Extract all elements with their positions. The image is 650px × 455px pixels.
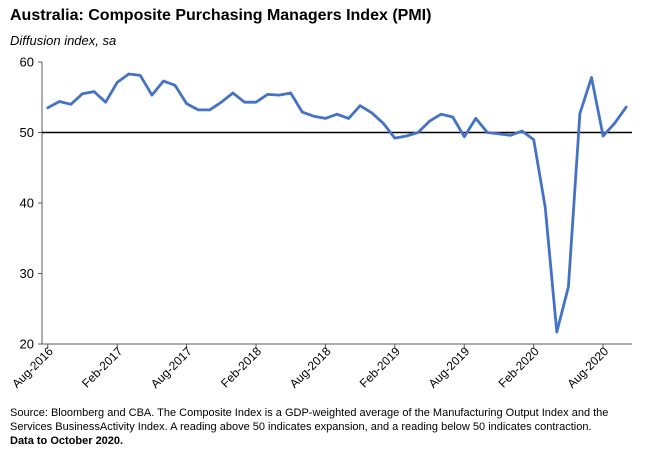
x-tick-label: Aug-2017 bbox=[148, 344, 195, 391]
data-point bbox=[185, 102, 188, 105]
data-point bbox=[150, 93, 154, 97]
data-point bbox=[92, 90, 96, 93]
chart-title: Australia: Composite Purchasing Managers… bbox=[10, 7, 432, 24]
data-point bbox=[127, 72, 130, 76]
x-tick-label: Aug-2020 bbox=[564, 344, 611, 391]
data-point bbox=[497, 132, 501, 136]
data-point bbox=[46, 106, 49, 110]
data-point bbox=[139, 74, 142, 77]
data-point bbox=[463, 135, 466, 138]
data-point bbox=[601, 134, 605, 138]
data-point bbox=[555, 330, 558, 334]
data-point bbox=[590, 76, 593, 79]
y-tick-label: 40 bbox=[20, 196, 34, 211]
data-point bbox=[301, 110, 304, 114]
data-point bbox=[370, 111, 373, 115]
footnote: Source: Bloomberg and CBA. The Composite… bbox=[10, 406, 642, 448]
y-tick-label: 20 bbox=[20, 337, 34, 352]
data-point bbox=[335, 113, 339, 116]
data-point bbox=[243, 101, 246, 104]
data-point bbox=[428, 120, 431, 123]
x-tick-label: Aug-2018 bbox=[287, 344, 334, 391]
data-point bbox=[347, 117, 350, 120]
y-axis: 20 30 40 50 60 bbox=[20, 55, 43, 352]
data-point bbox=[393, 136, 396, 140]
x-tick-label: Feb-2018 bbox=[218, 344, 264, 390]
data-point bbox=[382, 122, 385, 125]
data-point bbox=[567, 285, 570, 289]
x-tick-label: Feb-2020 bbox=[496, 344, 542, 390]
data-point bbox=[405, 134, 408, 138]
data-point bbox=[278, 93, 281, 97]
data-point bbox=[208, 108, 211, 112]
x-tick-label: Feb-2017 bbox=[79, 344, 125, 390]
data-point bbox=[173, 84, 177, 87]
y-tick-label: 30 bbox=[20, 266, 34, 281]
data-point bbox=[358, 104, 362, 107]
footnote-data-to: Data to October 2020. bbox=[10, 435, 124, 447]
data-point bbox=[416, 131, 420, 134]
chart-subtitle: Diffusion index, sa bbox=[10, 33, 117, 48]
series-line bbox=[46, 72, 628, 334]
data-point bbox=[58, 100, 61, 103]
data-point bbox=[266, 93, 269, 96]
data-point bbox=[324, 117, 327, 120]
x-tick-label: Aug-2019 bbox=[426, 344, 473, 391]
data-point bbox=[439, 113, 443, 116]
data-point bbox=[520, 129, 524, 133]
data-point bbox=[220, 101, 223, 104]
data-point bbox=[625, 105, 628, 109]
data-point bbox=[509, 134, 512, 137]
plot-area bbox=[42, 72, 632, 334]
y-tick-label: 50 bbox=[20, 125, 34, 140]
data-point bbox=[613, 122, 616, 125]
data-point bbox=[486, 131, 489, 134]
data-point bbox=[231, 91, 235, 95]
data-point bbox=[578, 112, 582, 115]
data-point bbox=[312, 115, 316, 118]
data-point bbox=[116, 81, 119, 84]
data-point bbox=[162, 79, 165, 83]
data-point bbox=[289, 91, 292, 95]
footnote-source: Source: Bloomberg and CBA. The Composite… bbox=[10, 407, 609, 433]
data-point bbox=[532, 138, 535, 141]
data-point bbox=[544, 206, 547, 209]
y-tick-label: 60 bbox=[20, 55, 34, 70]
data-point bbox=[451, 115, 454, 119]
x-tick-label: Feb-2019 bbox=[357, 344, 403, 390]
data-point bbox=[104, 101, 107, 104]
data-point bbox=[81, 92, 84, 95]
data-point bbox=[197, 108, 200, 112]
x-axis: Aug-2016 Feb-2017 Aug-2017 Feb-2018 Aug-2018… bbox=[9, 343, 632, 391]
data-point bbox=[69, 103, 73, 106]
data-point bbox=[254, 101, 258, 104]
data-point bbox=[474, 117, 477, 120]
